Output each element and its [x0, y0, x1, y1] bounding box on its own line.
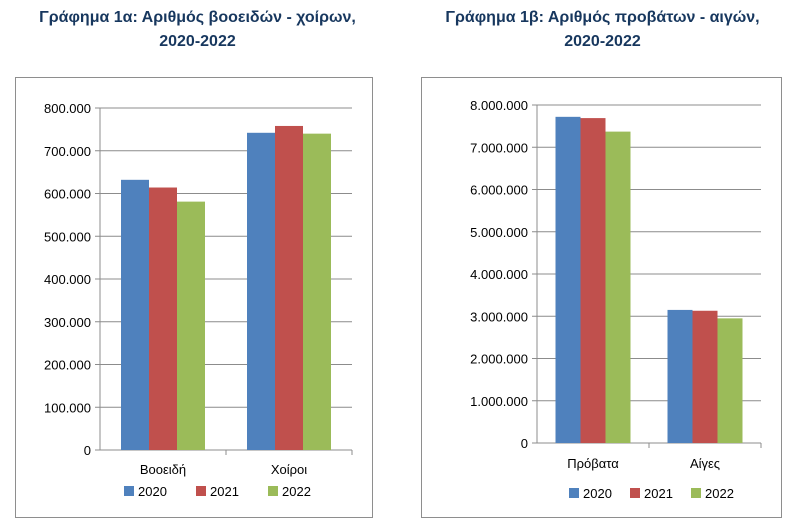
y-tick-label: 200.000: [44, 358, 91, 373]
legend-swatch-2020: [124, 486, 134, 496]
y-tick-label: 7.000.000: [470, 140, 528, 155]
legend-label-2020: 2020: [138, 484, 167, 499]
chart-title-2: Γράφημα 1β: Αριθμός προβάτων - αιγών, 20…: [400, 6, 805, 54]
bar-2021: [149, 187, 177, 450]
legend-label-2020: 2020: [583, 486, 612, 501]
chart-title-1-line-1: Γράφημα 1α: Αριθμός βοοειδών - χοίρων,: [39, 9, 356, 26]
y-tick-label: 0: [521, 436, 528, 451]
bar-2022: [177, 201, 205, 450]
chart-1-svg: 0 100.000 200.000 300.000 400.000 500.000 600.…: [44, 101, 353, 499]
legend-label-2022: 2022: [705, 486, 734, 501]
bar-2021: [580, 118, 606, 443]
legend-swatch-2020: [569, 488, 579, 498]
legend-swatch-2022: [691, 488, 701, 498]
bar-2022: [717, 318, 743, 443]
legend-swatch-2021: [196, 486, 206, 496]
y-tick-label: 400.000: [44, 272, 91, 287]
bar-2020: [555, 116, 581, 443]
y-tick-label: 500.000: [44, 229, 91, 244]
y-tick-label: 4.000.000: [470, 267, 528, 282]
x-category-label: Αίγες: [690, 456, 720, 471]
y-tick-label: 800.000: [44, 101, 91, 116]
x-category-label: Βοοειδή: [140, 462, 186, 477]
chart-title-2-line-1: Γράφημα 1β: Αριθμός προβάτων - αιγών,: [445, 9, 760, 26]
bar-2021: [275, 125, 303, 450]
chart-title-1-line-2: 2020-2022: [159, 33, 236, 50]
y-tick-label: 3.000.000: [470, 309, 528, 324]
chart-2-svg: 0 1.000.000 2.000.000 3.000.000 4.000.000 5.0…: [470, 98, 762, 501]
y-tick-label: 100.000: [44, 400, 91, 415]
legend-swatch-2021: [630, 488, 640, 498]
x-category-label: Πρόβατα: [567, 456, 619, 471]
y-tick-label: 0: [84, 443, 91, 458]
y-tick-label: 5.000.000: [470, 225, 528, 240]
legend-label-2021: 2021: [644, 486, 673, 501]
y-tick-label: 2.000.000: [470, 352, 528, 367]
chart-title-2-line-2: 2020-2022: [564, 33, 641, 50]
legend-label-2022: 2022: [282, 484, 311, 499]
chart-frame-1: 0 100.000 200.000 300.000 400.000 500.000 600.…: [15, 77, 373, 518]
y-tick-label: 300.000: [44, 315, 91, 330]
chart-frame-2: 0 1.000.000 2.000.000 3.000.000 4.000.000 5.0…: [421, 77, 782, 518]
bar-2022: [605, 131, 631, 443]
x-category-label: Χοίροι: [271, 462, 307, 477]
bar-2022: [303, 133, 331, 450]
chart-title-1: Γράφημα 1α: Αριθμός βοοειδών - χοίρων, 2…: [0, 6, 395, 54]
legend-swatch-2022: [268, 486, 278, 496]
y-tick-label: 6.000.000: [470, 183, 528, 198]
y-tick-label: 8.000.000: [470, 98, 528, 113]
y-tick-label: 1.000.000: [470, 394, 528, 409]
bar-2020: [121, 179, 149, 450]
bar-2020: [667, 309, 693, 443]
legend-label-2021: 2021: [210, 484, 239, 499]
y-tick-label: 600.000: [44, 187, 91, 202]
bar-2020: [247, 132, 275, 451]
bar-2021: [692, 310, 718, 443]
y-tick-label: 700.000: [44, 144, 91, 159]
